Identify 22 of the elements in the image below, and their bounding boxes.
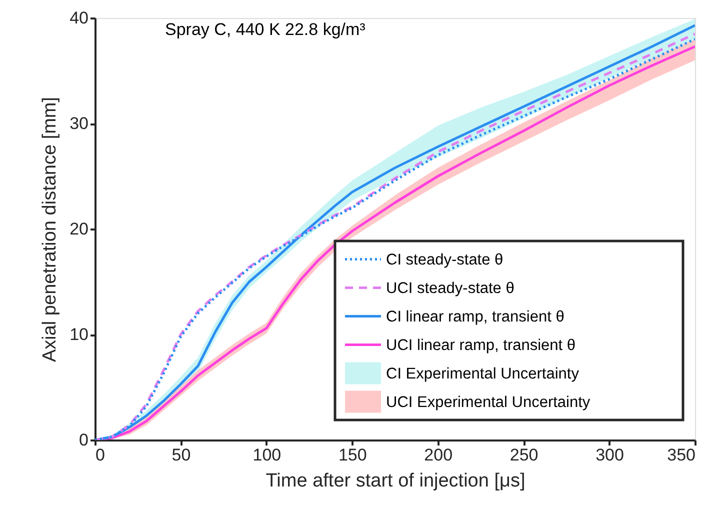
x-tick-label: 350 <box>667 446 696 464</box>
chart-title: Spray C, 440 K 22.8 kg/m³ <box>165 20 366 39</box>
legend-label: UCI linear ramp, transient θ <box>386 336 576 354</box>
y-tick-label: 30 <box>70 114 88 133</box>
x-tick-label: 250 <box>510 446 538 464</box>
x-tick-label: 200 <box>424 446 453 464</box>
legend-label: CI steady-state θ <box>386 251 504 268</box>
y-tick-label: 20 <box>70 220 88 238</box>
y-tick-label: 0 <box>79 430 88 450</box>
x-axis-title: Time after start of injection [μs] <box>266 470 526 492</box>
y-tick-label: 10 <box>70 325 88 344</box>
legend-label: UCI Experimental Uncertainty <box>386 394 590 411</box>
legend-label: CI linear ramp, transient θ <box>386 308 564 326</box>
x-tick-label: 100 <box>252 446 282 464</box>
x-tick-label: 50 <box>172 446 191 464</box>
y-axis-title: Axial penetration distance [mm] <box>40 96 61 362</box>
legend-label: CI Experimental Uncertainty <box>386 365 580 382</box>
legend-label: UCI steady-state θ <box>386 280 514 297</box>
x-tick-label: 150 <box>338 446 367 464</box>
x-tick-label: 0 <box>96 446 105 464</box>
x-tick-label: 300 <box>596 446 624 464</box>
y-tick-label: 40 <box>70 8 88 28</box>
